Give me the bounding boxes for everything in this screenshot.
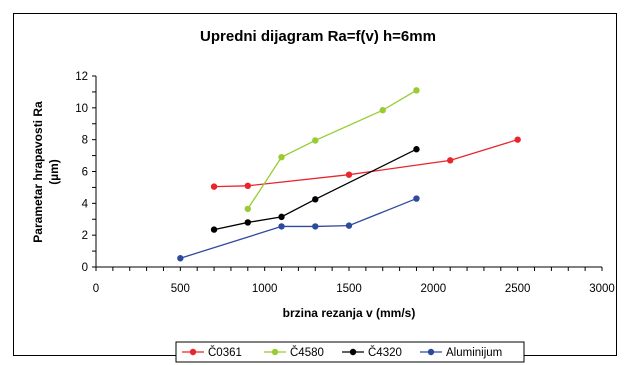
data-point: [177, 255, 184, 262]
series-4: [177, 195, 420, 262]
y-axis-title-line2: (µm): [47, 159, 61, 185]
legend-swatch-marker: [189, 348, 197, 356]
data-point: [413, 195, 420, 202]
data-point: [244, 182, 251, 190]
data-point: [514, 136, 521, 143]
y-axis-title: Parametar hrapavosti Ra (µm): [31, 101, 61, 243]
data-point: [312, 196, 319, 203]
tick-labels: 0 500 1000 1500 2000 2500 3000 0 2 4 6 8 10 12: [75, 71, 615, 295]
legend-swatch-marker: [271, 348, 279, 356]
series-2: [244, 87, 420, 213]
y-tick-label: 2: [82, 230, 88, 242]
legend-label: Č4580: [290, 346, 324, 359]
data-point: [312, 223, 319, 230]
x-tick-label: 1000: [252, 283, 278, 295]
legend-item-2: Č4580: [264, 346, 324, 359]
legend-item-1: Č0361: [182, 346, 242, 359]
y-axis-title-line1: Parametar hrapavosti Ra: [31, 101, 45, 243]
y-tick-label: 8: [82, 135, 88, 147]
data-point: [244, 219, 251, 226]
data-point: [210, 183, 218, 190]
x-axis-title: brzina rezanja v (mm/s): [283, 306, 416, 320]
legend-item-3: Č4320: [342, 346, 402, 359]
series-1: [210, 136, 521, 190]
legend-swatch-marker: [427, 348, 435, 356]
legend-label: Č4320: [368, 346, 402, 359]
data-point: [413, 87, 420, 94]
x-tick-label: 2000: [421, 283, 447, 295]
data-point: [345, 171, 353, 178]
y-tick-label: 6: [82, 167, 88, 179]
x-tick-label: 1500: [336, 283, 362, 295]
y-tick-label: 10: [75, 103, 88, 115]
y-tick-label: 0: [82, 262, 88, 274]
data-point: [244, 205, 251, 213]
x-tick-label: 0: [93, 283, 99, 295]
series-layer: [177, 87, 521, 262]
legend-label: Č0361: [208, 346, 242, 359]
legend-label: Aluminijum: [446, 347, 502, 359]
data-point: [413, 146, 420, 153]
data-point: [379, 107, 386, 114]
legend: Č0361 Č4580 Č4320 Aluminijum: [175, 341, 525, 363]
legend-swatch-marker: [349, 348, 357, 356]
y-tick-label: 12: [75, 71, 88, 83]
data-point: [312, 137, 319, 144]
x-tick-label: 500: [171, 283, 190, 295]
y-tick-label: 4: [82, 198, 89, 210]
series-3: [210, 146, 420, 233]
legend-item-4: Aluminijum: [420, 347, 502, 359]
data-point: [447, 157, 454, 164]
data-point: [278, 223, 285, 230]
data-point: [278, 213, 285, 221]
axes: [92, 75, 603, 271]
chart-title: Upredni dijagram Ra=f(v) h=6mm: [200, 28, 436, 45]
x-tick-label: 2500: [505, 283, 531, 295]
data-point: [345, 222, 353, 229]
data-point: [278, 153, 285, 161]
x-tick-label: 3000: [589, 283, 615, 295]
data-point: [210, 226, 218, 233]
